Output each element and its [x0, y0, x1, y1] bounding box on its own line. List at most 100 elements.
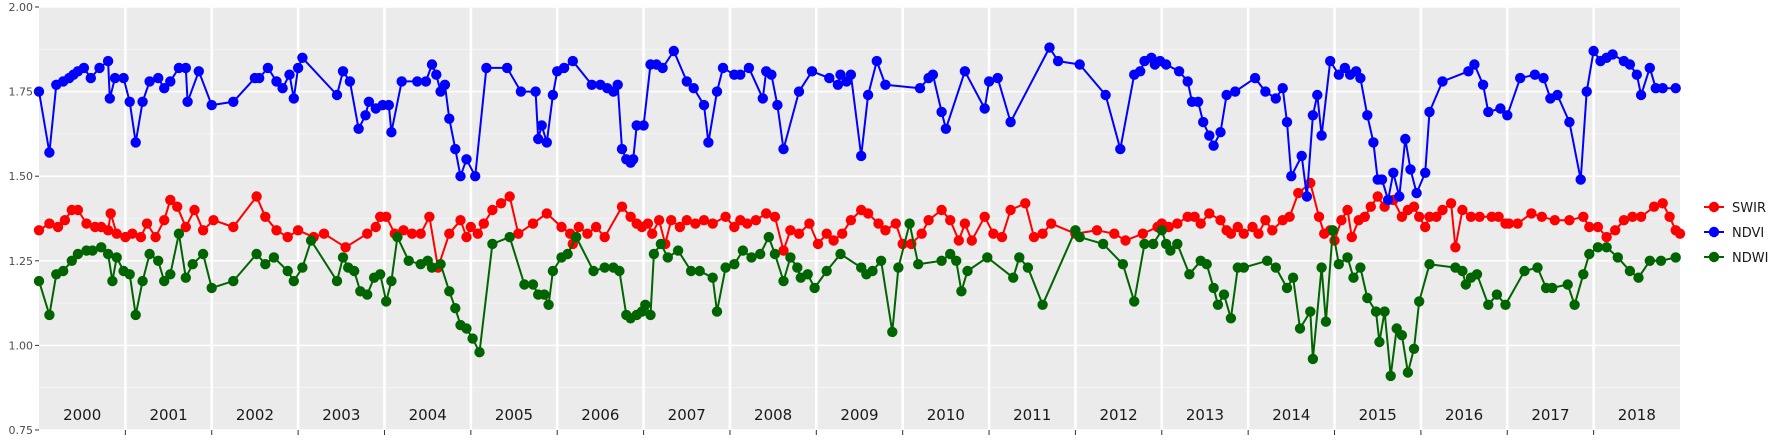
- data-point-ndvi: [1052, 55, 1064, 67]
- data-point-ndvi: [431, 69, 442, 80]
- data-point-ndwi: [1601, 242, 1612, 253]
- data-point-ndvi: [743, 62, 755, 74]
- data-point-ndwi: [1281, 282, 1293, 294]
- data-point-ndvi: [1301, 191, 1313, 202]
- data-point-ndvi: [444, 113, 455, 124]
- data-point-ndwi: [1117, 259, 1129, 270]
- data-point-ndwi: [913, 259, 924, 270]
- data-point-ndvi: [363, 96, 375, 108]
- data-point-ndvi: [206, 99, 217, 111]
- data-point-ndvi: [1204, 130, 1215, 141]
- data-point-ndvi: [914, 83, 926, 94]
- data-point-ndvi: [182, 96, 193, 108]
- data-point-ndwi: [769, 248, 781, 260]
- data-point-ndvi: [757, 93, 768, 104]
- data-point-ndwi: [1396, 330, 1408, 341]
- data-point-ndvi: [1316, 130, 1327, 141]
- data-point-swir: [873, 218, 884, 229]
- data-point-ndwi: [362, 289, 373, 300]
- data-point-ndwi: [543, 299, 554, 310]
- data-point-swir: [653, 215, 665, 226]
- data-point-swir: [251, 191, 262, 202]
- data-point-ndvi: [426, 59, 438, 70]
- data-point-swir: [625, 211, 636, 222]
- data-point-swir: [681, 215, 692, 226]
- series-ndvi: [33, 42, 1681, 206]
- year-label: 2001: [149, 406, 187, 424]
- data-point-swir: [197, 225, 209, 236]
- data-point-ndwi: [672, 245, 684, 256]
- data-point-ndwi: [1037, 299, 1048, 310]
- data-point-swir: [1215, 215, 1226, 226]
- data-point-ndwi: [173, 228, 185, 239]
- data-point-ndwi: [187, 259, 198, 270]
- data-point-swir: [444, 228, 455, 239]
- data-point-swir: [472, 228, 483, 239]
- year-label: 2015: [1359, 406, 1397, 424]
- data-point-ndvi: [1198, 116, 1209, 128]
- data-point-swir: [72, 204, 84, 216]
- data-point-ndvi: [450, 143, 461, 155]
- data-point-ndvi: [344, 76, 356, 87]
- data-point-ndvi: [1382, 194, 1394, 206]
- data-point-ndvi: [1631, 69, 1643, 80]
- data-point-swir: [318, 228, 330, 239]
- data-point-ndvi: [130, 137, 141, 148]
- data-point-ndwi: [640, 299, 651, 310]
- data-point-ndwi: [562, 248, 573, 260]
- data-point-swir: [44, 218, 55, 229]
- data-point-ndwi: [1008, 272, 1019, 283]
- data-point-swir: [1232, 221, 1244, 233]
- data-point-ndwi: [1655, 255, 1667, 266]
- data-point-ndwi: [614, 265, 625, 277]
- data-point-ndwi: [1305, 306, 1316, 317]
- legend-label: NDVI: [1732, 226, 1764, 241]
- data-point-ndvi: [420, 76, 432, 87]
- data-point-ndvi: [1182, 76, 1193, 87]
- y-tick-label: 1.50: [9, 170, 34, 183]
- data-point-ndvi: [1192, 96, 1204, 108]
- data-point-ndvi: [717, 62, 729, 74]
- data-point-swir: [761, 208, 772, 219]
- data-point-ndvi: [165, 76, 176, 87]
- data-point-ndvi: [1221, 89, 1232, 101]
- data-point-swir: [1189, 211, 1200, 222]
- data-point-swir: [890, 218, 901, 229]
- data-point-ndvi: [386, 127, 397, 138]
- year-label: 2006: [581, 406, 619, 424]
- data-point-ndwi: [153, 255, 164, 266]
- data-point-swir: [1618, 215, 1630, 226]
- data-point-swir: [141, 218, 153, 229]
- data-point-ndvi: [657, 62, 668, 74]
- data-point-swir: [1420, 221, 1431, 233]
- data-point-ndvi: [681, 76, 692, 87]
- data-point-swir: [1238, 228, 1250, 239]
- data-point-ndvi: [1670, 83, 1681, 94]
- data-point-swir: [1465, 211, 1477, 222]
- data-point-ndvi: [880, 79, 891, 91]
- data-point-swir: [1204, 208, 1215, 219]
- data-point-ndwi: [936, 255, 947, 266]
- data-point-ndwi: [539, 289, 550, 300]
- data-point-swir: [1648, 201, 1660, 212]
- data-point-swir: [478, 218, 489, 229]
- legend-key-point: [1708, 251, 1720, 263]
- data-point-ndwi: [44, 309, 55, 321]
- data-point-ndwi: [1184, 269, 1195, 280]
- data-point-swir: [590, 221, 602, 233]
- data-point-swir: [127, 228, 138, 239]
- data-point-ndvi: [1260, 86, 1271, 97]
- data-point-ndvi: [1173, 66, 1185, 77]
- data-point-swir: [1450, 242, 1461, 253]
- data-point-ndvi: [936, 106, 947, 118]
- data-point-ndwi: [1208, 282, 1219, 294]
- year-label: 2012: [1100, 406, 1138, 424]
- data-point-ndvi: [412, 76, 423, 87]
- data-point-swir: [599, 231, 610, 243]
- data-point-ndwi: [785, 252, 796, 263]
- data-point-swir: [1359, 211, 1371, 222]
- data-point-ndwi: [159, 275, 170, 287]
- data-point-ndwi: [260, 259, 271, 270]
- data-point-swir: [1437, 204, 1448, 216]
- data-point-ndvi: [360, 110, 371, 121]
